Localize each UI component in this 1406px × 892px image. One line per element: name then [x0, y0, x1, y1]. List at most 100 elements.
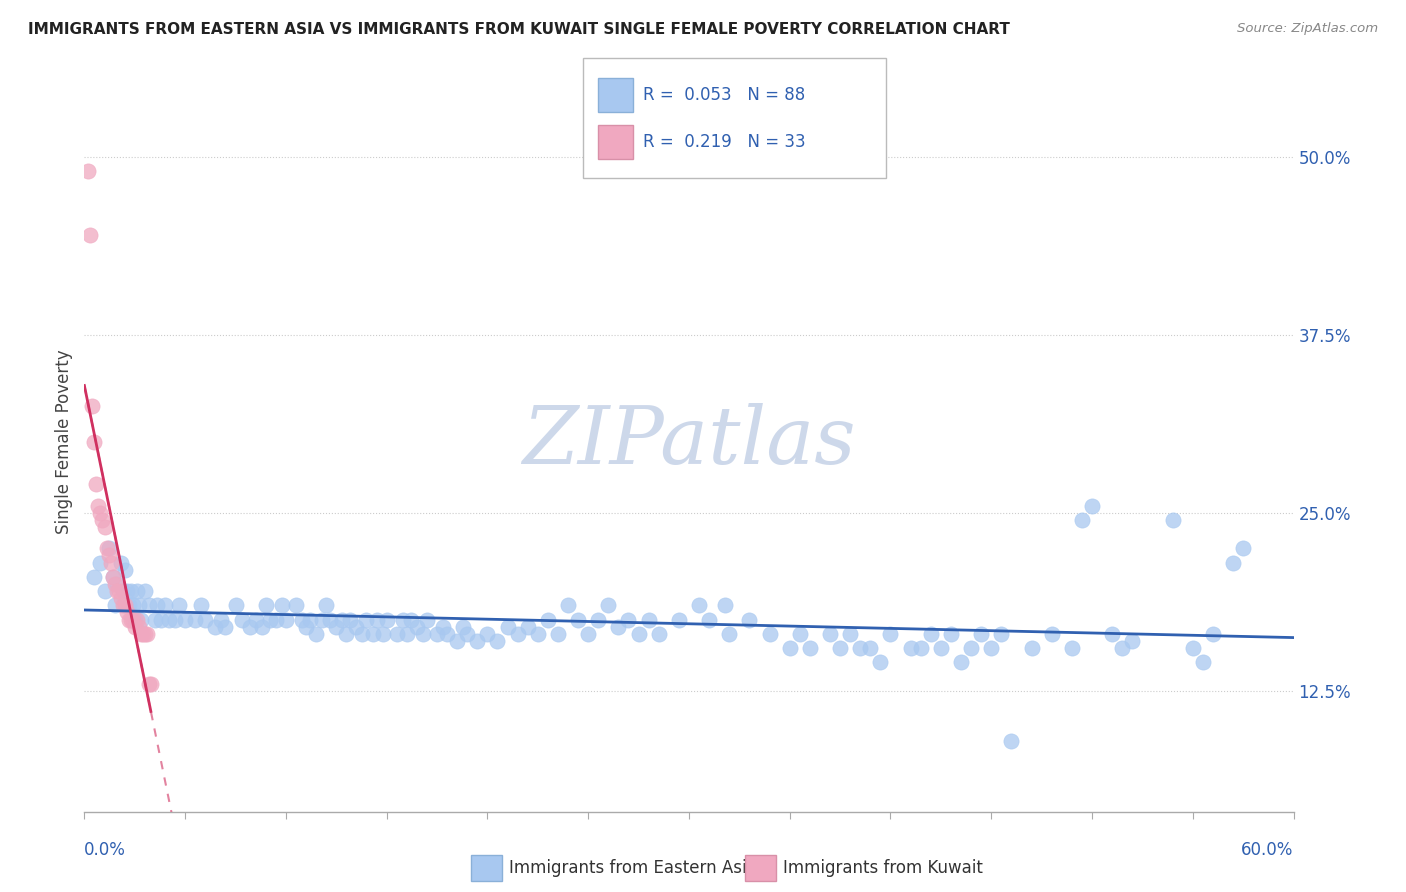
Point — [432, 619, 454, 633]
Point — [436, 626, 458, 640]
Point — [121, 599, 143, 613]
Point — [214, 619, 236, 633]
Y-axis label: Single Female Poverty: Single Female Poverty — [55, 350, 73, 533]
Point — [576, 626, 599, 640]
Point — [190, 599, 212, 613]
Point — [110, 556, 132, 570]
Point — [1192, 655, 1215, 669]
Point — [668, 613, 690, 627]
Point — [167, 599, 190, 613]
Point — [718, 626, 741, 640]
Point — [688, 599, 710, 613]
Text: 60.0%: 60.0% — [1241, 841, 1294, 859]
Point — [910, 640, 932, 655]
Point — [567, 613, 589, 627]
Point — [270, 599, 292, 613]
Point — [506, 626, 529, 640]
Point — [900, 640, 922, 655]
Point — [1071, 513, 1094, 527]
Point — [101, 570, 124, 584]
Point — [1081, 499, 1104, 513]
Point — [990, 626, 1012, 640]
Point — [87, 499, 110, 513]
Point — [107, 584, 129, 599]
Point — [83, 570, 105, 584]
Point — [209, 613, 232, 627]
Point — [86, 477, 108, 491]
Point — [97, 549, 120, 563]
Point — [135, 626, 157, 640]
Point — [259, 613, 281, 627]
Point — [859, 640, 882, 655]
Point — [299, 613, 322, 627]
Point — [869, 655, 891, 669]
Point — [477, 626, 499, 640]
Point — [134, 584, 156, 599]
Point — [1232, 541, 1254, 556]
Point — [939, 626, 962, 640]
Point — [352, 626, 374, 640]
Point — [284, 599, 308, 613]
Text: 0.0%: 0.0% — [84, 841, 127, 859]
Point — [115, 584, 138, 599]
Point — [120, 613, 142, 627]
Point — [1060, 640, 1083, 655]
Point — [446, 633, 468, 648]
Point — [157, 613, 180, 627]
Point — [366, 613, 388, 627]
Point — [412, 626, 434, 640]
Point — [114, 563, 136, 577]
Point — [194, 613, 217, 627]
Point — [637, 613, 659, 627]
Point — [346, 619, 368, 633]
Point — [146, 599, 169, 613]
Text: Immigrants from Eastern Asia: Immigrants from Eastern Asia — [509, 859, 756, 877]
Point — [617, 613, 640, 627]
Point — [830, 640, 852, 655]
Point — [335, 626, 357, 640]
Point — [557, 599, 579, 613]
Point — [1111, 640, 1133, 655]
Point — [143, 613, 166, 627]
Point — [153, 599, 176, 613]
Point — [627, 626, 650, 640]
Point — [134, 626, 156, 640]
Point — [1121, 633, 1143, 648]
Point — [239, 619, 262, 633]
Point — [83, 434, 105, 449]
Point — [124, 619, 146, 633]
Point — [138, 676, 160, 690]
Point — [184, 613, 207, 627]
Point — [738, 613, 761, 627]
Point — [254, 599, 277, 613]
Point — [714, 599, 737, 613]
Point — [1040, 626, 1063, 640]
Point — [115, 606, 138, 620]
Point — [111, 584, 134, 599]
Point — [980, 640, 1002, 655]
Point — [416, 613, 439, 627]
Point — [120, 584, 142, 599]
Point — [970, 626, 993, 640]
Point — [697, 613, 720, 627]
Point — [406, 619, 429, 633]
Point — [385, 626, 408, 640]
Point — [1000, 733, 1022, 747]
Point — [496, 619, 519, 633]
Point — [598, 599, 620, 613]
Point — [104, 599, 127, 613]
Point — [588, 613, 610, 627]
Point — [818, 626, 841, 640]
Point — [139, 676, 162, 690]
Point — [319, 613, 342, 627]
Point — [125, 613, 148, 627]
Point — [426, 626, 449, 640]
Point — [929, 640, 952, 655]
Point — [105, 584, 128, 599]
Point — [128, 599, 150, 613]
Point — [101, 570, 124, 584]
Point — [132, 626, 155, 640]
Point — [361, 626, 384, 640]
Point — [325, 619, 347, 633]
Point — [648, 626, 671, 640]
